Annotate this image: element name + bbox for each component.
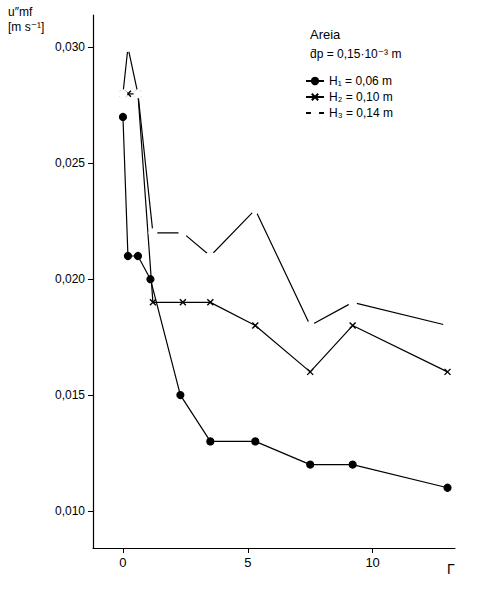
svg-text:5: 5	[244, 555, 251, 570]
svg-text:Areia: Areia	[310, 27, 341, 42]
svg-text:Γ: Γ	[447, 561, 455, 577]
svg-text:u″mf: u″mf	[8, 5, 33, 19]
svg-text:0,015: 0,015	[55, 388, 85, 402]
svg-text:H₁ = 0,06 m: H₁ = 0,06 m	[329, 74, 392, 88]
svg-text:0: 0	[119, 555, 126, 570]
svg-text:[m s⁻¹]: [m s⁻¹]	[8, 20, 44, 34]
svg-text:0,010: 0,010	[55, 504, 85, 518]
svg-text:d̄p = 0,15·10⁻³ m: d̄p = 0,15·10⁻³ m	[310, 47, 401, 61]
svg-text:10: 10	[365, 555, 379, 570]
svg-text:0,025: 0,025	[55, 156, 85, 170]
svg-text:0,030: 0,030	[55, 40, 85, 54]
svg-text:0,020: 0,020	[55, 272, 85, 286]
svg-text:H₂ = 0,10 m: H₂ = 0,10 m	[329, 90, 393, 104]
svg-text:H₃ = 0,14 m: H₃ = 0,14 m	[329, 106, 393, 120]
